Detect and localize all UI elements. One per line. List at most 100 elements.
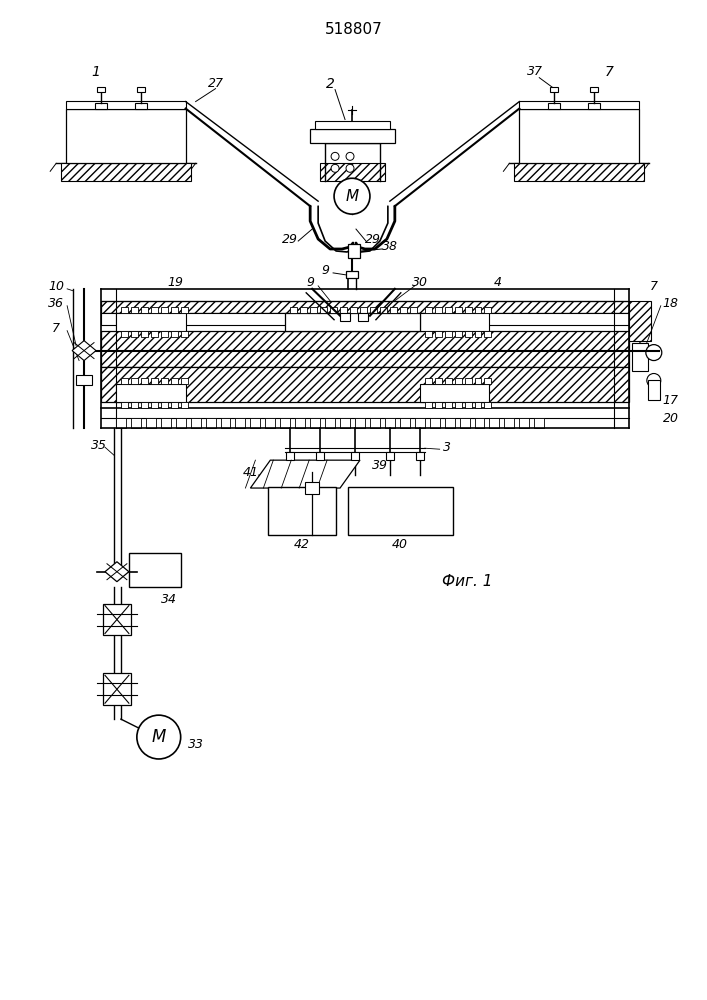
- Bar: [548, 103, 560, 109]
- Text: 34: 34: [160, 593, 177, 606]
- Circle shape: [334, 178, 370, 214]
- Circle shape: [346, 164, 354, 172]
- Bar: [129, 553, 181, 587]
- Bar: [151, 307, 158, 313]
- Bar: [380, 307, 387, 313]
- Bar: [265, 418, 275, 428]
- Bar: [181, 378, 187, 384]
- Bar: [386, 452, 394, 460]
- Bar: [346, 271, 358, 278]
- Text: 38: 38: [382, 240, 398, 253]
- Bar: [464, 402, 472, 408]
- Bar: [420, 384, 489, 402]
- Bar: [515, 163, 644, 181]
- Bar: [103, 673, 131, 705]
- Bar: [455, 307, 462, 313]
- Text: 41: 41: [243, 466, 258, 479]
- Bar: [340, 418, 350, 428]
- Bar: [286, 452, 294, 460]
- Circle shape: [331, 152, 339, 160]
- Bar: [141, 402, 148, 408]
- Bar: [131, 402, 138, 408]
- Circle shape: [646, 345, 662, 361]
- Text: 33: 33: [187, 738, 204, 751]
- Bar: [632, 343, 648, 371]
- Bar: [484, 331, 491, 337]
- Bar: [445, 402, 452, 408]
- Bar: [66, 101, 186, 109]
- Text: 35: 35: [91, 439, 107, 452]
- Bar: [250, 418, 260, 428]
- Bar: [137, 87, 145, 92]
- Bar: [76, 375, 92, 385]
- Bar: [300, 307, 307, 313]
- Bar: [101, 313, 629, 325]
- Bar: [351, 452, 359, 460]
- Bar: [151, 402, 158, 408]
- Bar: [520, 418, 530, 428]
- Bar: [534, 418, 544, 428]
- Bar: [484, 402, 491, 408]
- Bar: [474, 402, 481, 408]
- Text: 9: 9: [321, 264, 329, 277]
- Bar: [435, 378, 442, 384]
- Bar: [316, 452, 324, 460]
- Bar: [116, 384, 186, 402]
- Bar: [410, 307, 416, 313]
- Polygon shape: [105, 562, 129, 582]
- Bar: [416, 452, 423, 460]
- Bar: [141, 331, 148, 337]
- Bar: [460, 418, 469, 428]
- Bar: [310, 418, 320, 428]
- Bar: [170, 331, 177, 337]
- Text: 4: 4: [493, 276, 501, 289]
- Bar: [348, 244, 360, 258]
- Bar: [160, 402, 168, 408]
- Bar: [66, 109, 186, 163]
- Bar: [285, 313, 420, 331]
- Bar: [445, 378, 452, 384]
- Bar: [221, 418, 230, 428]
- Bar: [390, 307, 397, 313]
- Text: 40: 40: [392, 538, 408, 551]
- Text: 20: 20: [662, 412, 679, 425]
- Bar: [269, 487, 336, 535]
- Bar: [151, 331, 158, 337]
- Bar: [135, 103, 147, 109]
- Bar: [121, 307, 128, 313]
- Bar: [629, 301, 651, 341]
- Bar: [320, 307, 327, 313]
- Text: Фиг. 1: Фиг. 1: [443, 574, 493, 589]
- Text: 37: 37: [527, 65, 543, 78]
- Text: 36: 36: [48, 297, 64, 310]
- Bar: [181, 331, 187, 337]
- Text: 518807: 518807: [325, 22, 383, 37]
- Bar: [455, 331, 462, 337]
- Bar: [400, 418, 410, 428]
- Bar: [116, 418, 126, 428]
- Bar: [146, 418, 156, 428]
- Bar: [400, 307, 407, 313]
- Bar: [464, 307, 472, 313]
- Bar: [170, 307, 177, 313]
- Text: M: M: [151, 728, 166, 746]
- Polygon shape: [72, 341, 96, 361]
- Bar: [160, 307, 168, 313]
- Bar: [151, 378, 158, 384]
- Bar: [370, 307, 377, 313]
- Bar: [445, 307, 452, 313]
- Bar: [101, 367, 629, 402]
- Bar: [420, 313, 489, 331]
- Bar: [235, 418, 245, 428]
- Bar: [550, 87, 559, 92]
- Bar: [325, 418, 335, 428]
- Bar: [296, 418, 305, 428]
- Bar: [360, 307, 367, 313]
- Bar: [430, 418, 440, 428]
- Bar: [455, 402, 462, 408]
- Bar: [474, 331, 481, 337]
- Bar: [425, 307, 432, 313]
- Bar: [340, 307, 347, 313]
- Bar: [425, 331, 432, 337]
- Bar: [385, 418, 395, 428]
